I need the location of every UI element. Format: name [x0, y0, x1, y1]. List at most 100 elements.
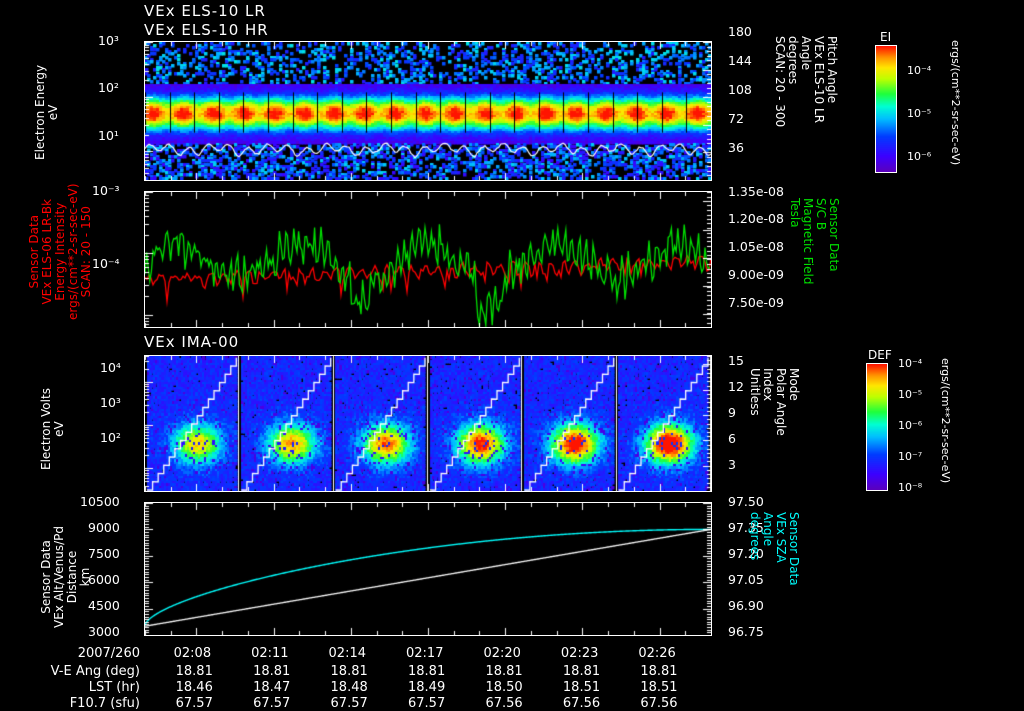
time-axis-row-value: 18.51: [640, 680, 678, 695]
panel-altitude-sza[interactable]: [144, 502, 712, 636]
panel1-ytick-2: 10¹: [98, 128, 119, 143]
panel3-ytick-0: 10⁴: [100, 360, 121, 375]
panel4-rtick-0: 97.50: [728, 494, 764, 509]
panel1-rtick-2: 108: [728, 82, 752, 97]
panel4-rtick-5: 96.75: [728, 624, 764, 639]
panel-intensity-bfield[interactable]: [144, 191, 712, 328]
colorbar-ei-tick-1: 10⁻⁵: [907, 107, 932, 120]
colorbar-ei-units: ergs/(cm**2-sr-sec-eV): [949, 40, 962, 166]
panel4-rtick-3: 97.05: [728, 572, 764, 587]
colorbar-def: [866, 363, 888, 491]
colorbar-def-tick-1: 10⁻⁵: [898, 388, 923, 401]
axis-ticks: [145, 192, 711, 327]
panel1-rtick-4: 36: [728, 140, 744, 155]
time-axis-row-label: LST (hr): [88, 680, 140, 695]
panel3-rtick-3: 6: [728, 431, 736, 446]
panel3-rtick-0: 15: [728, 353, 744, 368]
time-axis-row-value: 67.57: [408, 696, 446, 711]
time-axis-row-value: 18.81: [175, 664, 213, 679]
panel1-rtick-1: 144: [728, 53, 752, 68]
colorbar-def-tick-3: 10⁻⁷: [898, 450, 923, 463]
time-tick-label: 02:26: [638, 646, 676, 661]
time-axis-row-value: 67.56: [485, 696, 523, 711]
time-axis-row-value: 18.48: [330, 680, 368, 695]
time-axis-row-value: 67.56: [562, 696, 601, 711]
time-axis-row-value: 18.51: [562, 680, 601, 695]
time-tick-label: 02:17: [406, 646, 444, 661]
panel2-right-axis-label: Sensor Data S/C B Magnetic Field Tesla: [788, 198, 841, 285]
panel4-rtick-1: 97.35: [728, 520, 764, 535]
time-tick-label: 02:14: [328, 646, 366, 661]
panel1-title-hr: VEx ELS-10 HR: [144, 21, 269, 39]
panel3-right-axis-label: Mode Polar Angle Index Unitless: [748, 368, 801, 436]
time-axis-row-value: 18.50: [485, 680, 523, 695]
panel3-ytick-2: 10²: [100, 430, 121, 445]
panel3-title: VEx IMA-00: [144, 333, 240, 351]
time-axis-row-label: V-E Ang (deg): [50, 664, 140, 679]
panel1-ytick-1: 10²: [98, 80, 119, 95]
panel1-rtick-3: 72: [728, 111, 744, 126]
panel1-right-axis-label: Pitch Angle VEx ELS-10 LR Angle degrees …: [773, 36, 839, 128]
panel4-ytick-5: 3000: [88, 624, 120, 639]
axis-ticks: [145, 503, 711, 635]
axis-ticks: [145, 42, 711, 180]
time-axis-row-value: 18.81: [485, 664, 523, 679]
panel3-ytick-1: 10³: [100, 395, 121, 410]
colorbar-ei-title: EI: [880, 30, 892, 44]
panel3-rtick-2: 9: [728, 405, 736, 420]
time-axis-row-value: 18.81: [562, 664, 601, 679]
panel4-left-axis-label: Sensor Data VEx Alt/Venus/Pd Distance km: [39, 525, 92, 628]
colorbar-ei: [875, 45, 897, 173]
time-tick-label: 02:11: [251, 646, 289, 661]
colorbar-def-tick-2: 10⁻⁶: [898, 419, 923, 432]
time-axis-row-value: 67.56: [640, 696, 678, 711]
panel-ima-spectrogram[interactable]: [144, 355, 712, 492]
time-axis-row-value: 18.46: [175, 680, 213, 695]
panel4-right-axis-label: Sensor Data VEx SZA Angle degrees: [748, 512, 801, 586]
axis-ticks: [145, 356, 711, 491]
panel4-ytick-0: 10500: [80, 494, 120, 509]
time-axis-row-value: 18.47: [253, 680, 291, 695]
time-axis-date: 2007/260: [77, 646, 140, 661]
colorbar-ei-tick-0: 10⁻⁴: [907, 64, 932, 77]
panel1-left-axis-label: Electron Energy eV: [33, 64, 60, 160]
panel4-rtick-2: 97.20: [728, 546, 764, 561]
panel4-rtick-4: 96.90: [728, 598, 764, 613]
time-tick-label: 02:20: [483, 646, 521, 661]
panel-els-spectrogram[interactable]: [144, 41, 712, 181]
panel4-ytick-4: 4500: [88, 598, 120, 613]
panel1-title-lr: VEx ELS-10 LR: [144, 2, 266, 20]
colorbar-def-title: DEF: [868, 348, 892, 362]
time-tick-label: 02:08: [173, 646, 212, 661]
panel2-left-axis-label: Sensor Data VEx ELS-06 LR-Bk Energy Inte…: [27, 183, 93, 320]
panel1-ytick-0: 10³: [98, 33, 119, 48]
panel1-rtick-0: 180: [728, 24, 752, 39]
time-axis-row-label: F10.7 (sfu): [69, 696, 140, 711]
time-axis-row-value: 18.81: [253, 664, 291, 679]
time-axis-row-value: 18.81: [408, 664, 446, 679]
colorbar-def-units: ergs/(cm**2-sr-sec-eV): [939, 358, 952, 484]
colorbar-def-tick-4: 10⁻⁸: [898, 481, 923, 494]
panel2-ytick-0: 10⁻³: [92, 183, 120, 198]
time-axis-row-value: 18.81: [640, 664, 678, 679]
panel2-rtick-1: 1.20e-08: [728, 211, 784, 226]
panel3-rtick-1: 12: [728, 379, 744, 394]
panel4-ytick-3: 6000: [88, 572, 120, 587]
time-axis-row-value: 18.81: [330, 664, 368, 679]
panel2-rtick-3: 9.00e-09: [728, 267, 784, 282]
panel2-rtick-0: 1.35e-08: [728, 184, 784, 199]
panel4-ytick-1: 9000: [88, 520, 120, 535]
colorbar-def-tick-0: 10⁻⁴: [898, 357, 923, 370]
colorbar-ei-tick-2: 10⁻⁶: [907, 150, 932, 163]
time-tick-label: 02:23: [560, 646, 599, 661]
time-axis-row-value: 18.49: [408, 680, 446, 695]
panel4-ytick-2: 7500: [88, 546, 120, 561]
panel3-left-axis-label: Electron Volts eV: [39, 388, 66, 470]
panel2-rtick-2: 1.05e-08: [728, 239, 784, 254]
time-axis-row-value: 67.57: [253, 696, 291, 711]
time-axis-row-value: 67.57: [175, 696, 213, 711]
panel2-ytick-1: 10⁻⁴: [92, 256, 120, 271]
panel3-rtick-4: 3: [728, 457, 736, 472]
time-axis-row-value: 67.57: [330, 696, 368, 711]
